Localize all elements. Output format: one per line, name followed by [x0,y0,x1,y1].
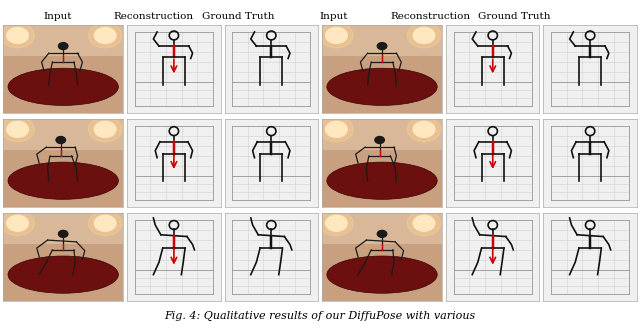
Circle shape [94,215,116,231]
Circle shape [88,117,122,142]
Circle shape [56,136,65,144]
Text: Reconstruction: Reconstruction [113,12,194,21]
Ellipse shape [8,162,118,199]
Circle shape [1,23,35,48]
Circle shape [413,215,435,231]
Text: Reconstruction: Reconstruction [390,12,470,21]
Circle shape [407,211,441,236]
Circle shape [319,211,353,236]
Circle shape [1,211,35,236]
Text: Input: Input [43,12,72,21]
Circle shape [375,136,385,144]
Circle shape [7,121,28,137]
Text: Ground Truth: Ground Truth [202,12,274,21]
Circle shape [407,117,441,142]
Circle shape [413,121,435,137]
Circle shape [94,27,116,43]
Bar [3,25,123,56]
Ellipse shape [327,162,437,199]
Circle shape [7,215,28,231]
Text: Ground Truth: Ground Truth [478,12,551,21]
Circle shape [88,23,122,48]
Circle shape [94,121,116,137]
Ellipse shape [327,256,437,293]
Circle shape [319,23,353,48]
Bar [322,213,442,244]
Circle shape [377,43,387,50]
Circle shape [326,27,348,43]
Circle shape [326,121,348,137]
Bar [322,25,442,56]
Text: Input: Input [320,12,348,21]
Text: Fig. 4: Qualitative results of our DiffuPose with various: Fig. 4: Qualitative results of our Diffu… [164,311,476,321]
Circle shape [88,211,122,236]
Circle shape [413,27,435,43]
Circle shape [319,117,353,142]
Bar [322,119,442,150]
Bar [3,213,123,244]
Circle shape [1,117,35,142]
Ellipse shape [327,68,437,106]
Circle shape [58,43,68,50]
Circle shape [377,230,387,237]
Circle shape [7,27,28,43]
Bar [3,119,123,150]
Circle shape [58,230,68,237]
Ellipse shape [8,256,118,293]
Circle shape [326,215,348,231]
Ellipse shape [8,68,118,106]
Circle shape [407,23,441,48]
